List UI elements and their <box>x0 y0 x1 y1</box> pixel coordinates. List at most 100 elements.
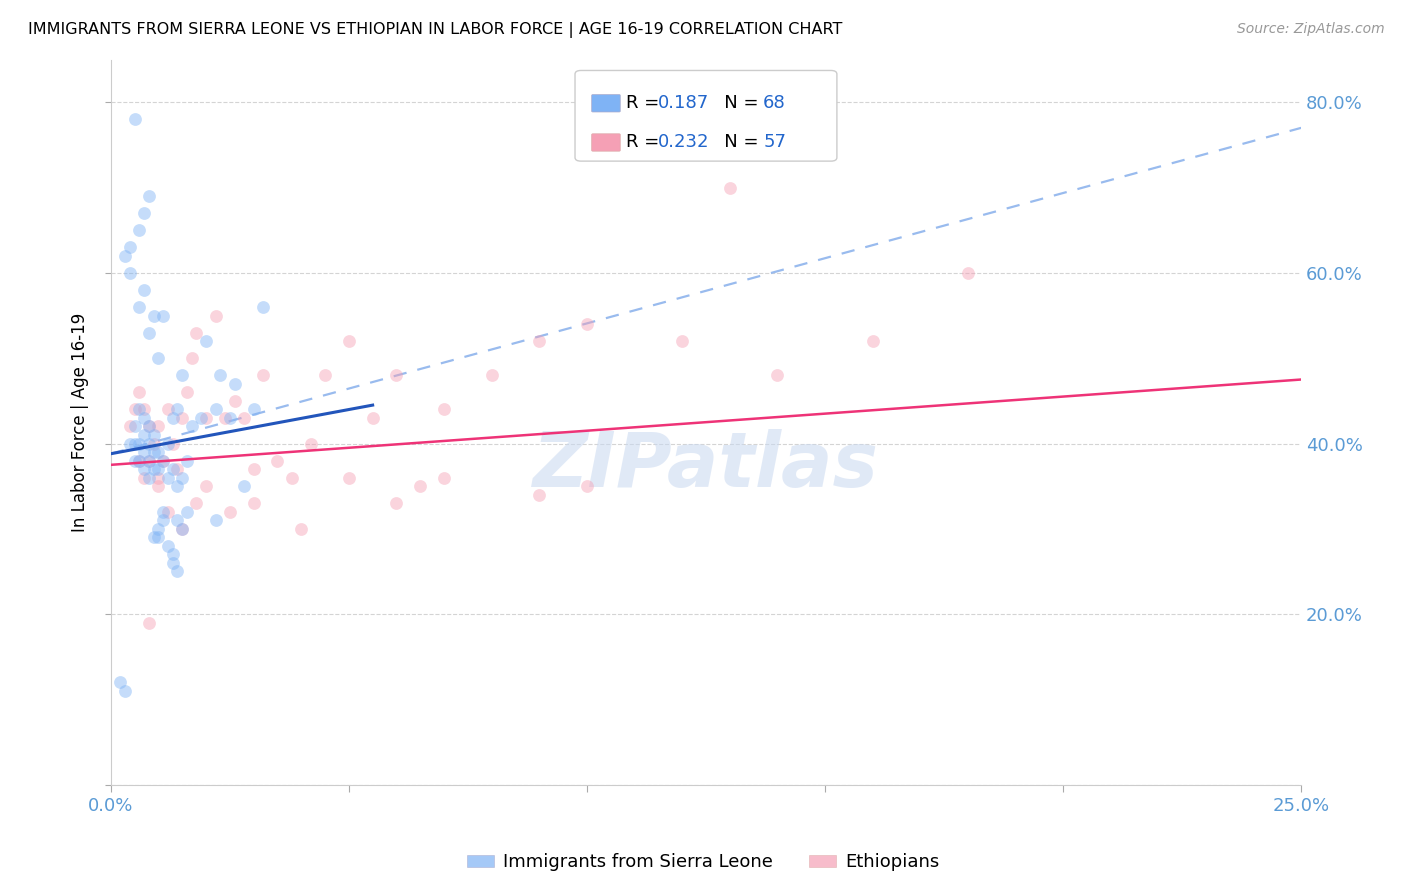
Point <box>314 368 336 383</box>
Point <box>148 479 170 493</box>
Point <box>242 402 264 417</box>
Point <box>186 326 208 340</box>
Point <box>156 470 179 484</box>
Point <box>142 462 165 476</box>
Point <box>385 368 408 383</box>
Point <box>166 513 188 527</box>
Point <box>156 436 179 450</box>
Point <box>132 470 155 484</box>
Point <box>433 402 456 417</box>
Point <box>148 419 170 434</box>
Point <box>176 385 198 400</box>
Point <box>409 479 432 493</box>
Point <box>195 479 218 493</box>
Text: Source: ZipAtlas.com: Source: ZipAtlas.com <box>1237 22 1385 37</box>
Point <box>118 436 141 450</box>
Text: ZIPatlas: ZIPatlas <box>533 429 879 503</box>
Point <box>124 453 146 467</box>
Point <box>138 453 160 467</box>
Point <box>128 453 150 467</box>
Point <box>138 326 160 340</box>
Point <box>176 505 198 519</box>
Point <box>114 684 136 698</box>
Point <box>218 505 240 519</box>
Point <box>166 462 188 476</box>
Y-axis label: In Labor Force | Age 16-19: In Labor Force | Age 16-19 <box>72 312 89 532</box>
Point <box>142 309 165 323</box>
Point <box>152 505 174 519</box>
Point <box>110 675 132 690</box>
Point <box>162 548 184 562</box>
Point <box>128 385 150 400</box>
Point <box>166 402 188 417</box>
Point <box>138 470 160 484</box>
Point <box>142 436 165 450</box>
Text: R =: R = <box>626 134 665 152</box>
Point <box>299 436 322 450</box>
Legend: Immigrants from Sierra Leone, Ethiopians: Immigrants from Sierra Leone, Ethiopians <box>460 847 946 879</box>
Point <box>172 470 194 484</box>
Point <box>142 530 165 544</box>
Point <box>138 453 160 467</box>
Text: 68: 68 <box>763 95 786 112</box>
Point <box>290 522 312 536</box>
Point <box>138 615 160 630</box>
Point <box>118 419 141 434</box>
Point <box>124 436 146 450</box>
Point <box>956 266 979 280</box>
Point <box>156 539 179 553</box>
Point <box>862 334 884 348</box>
Point <box>337 470 360 484</box>
Text: 0.232: 0.232 <box>658 134 710 152</box>
Point <box>180 419 202 434</box>
Point <box>575 479 598 493</box>
Point <box>162 556 184 570</box>
Point <box>766 368 789 383</box>
Point <box>166 479 188 493</box>
Point <box>132 411 155 425</box>
Point <box>124 112 146 127</box>
Point <box>204 513 226 527</box>
Text: 0.187: 0.187 <box>658 95 710 112</box>
Point <box>195 411 218 425</box>
Point <box>114 249 136 263</box>
Point <box>242 462 264 476</box>
Point <box>128 453 150 467</box>
Point <box>152 453 174 467</box>
Point <box>156 402 179 417</box>
Point <box>252 300 274 314</box>
Point <box>132 428 155 442</box>
Point <box>224 393 246 408</box>
Point <box>671 334 693 348</box>
Point <box>180 351 202 366</box>
Point <box>337 334 360 348</box>
Point <box>156 505 179 519</box>
Point <box>148 522 170 536</box>
Point <box>132 283 155 297</box>
Text: N =: N = <box>707 134 765 152</box>
Point <box>132 402 155 417</box>
Point <box>172 368 194 383</box>
Point <box>172 522 194 536</box>
Point <box>718 180 741 194</box>
FancyBboxPatch shape <box>575 70 837 161</box>
Point <box>152 513 174 527</box>
Point <box>190 411 212 425</box>
Point <box>152 453 174 467</box>
Point <box>176 453 198 467</box>
Point <box>118 266 141 280</box>
Point <box>209 368 232 383</box>
Point <box>124 402 146 417</box>
Point <box>575 317 598 331</box>
Point <box>224 376 246 391</box>
Point <box>128 300 150 314</box>
Point <box>204 309 226 323</box>
Point <box>252 368 274 383</box>
Point <box>118 240 141 254</box>
Point <box>138 419 160 434</box>
Point <box>162 411 184 425</box>
Point <box>385 496 408 510</box>
Point <box>132 206 155 220</box>
Text: R =: R = <box>626 95 665 112</box>
Point <box>242 496 264 510</box>
